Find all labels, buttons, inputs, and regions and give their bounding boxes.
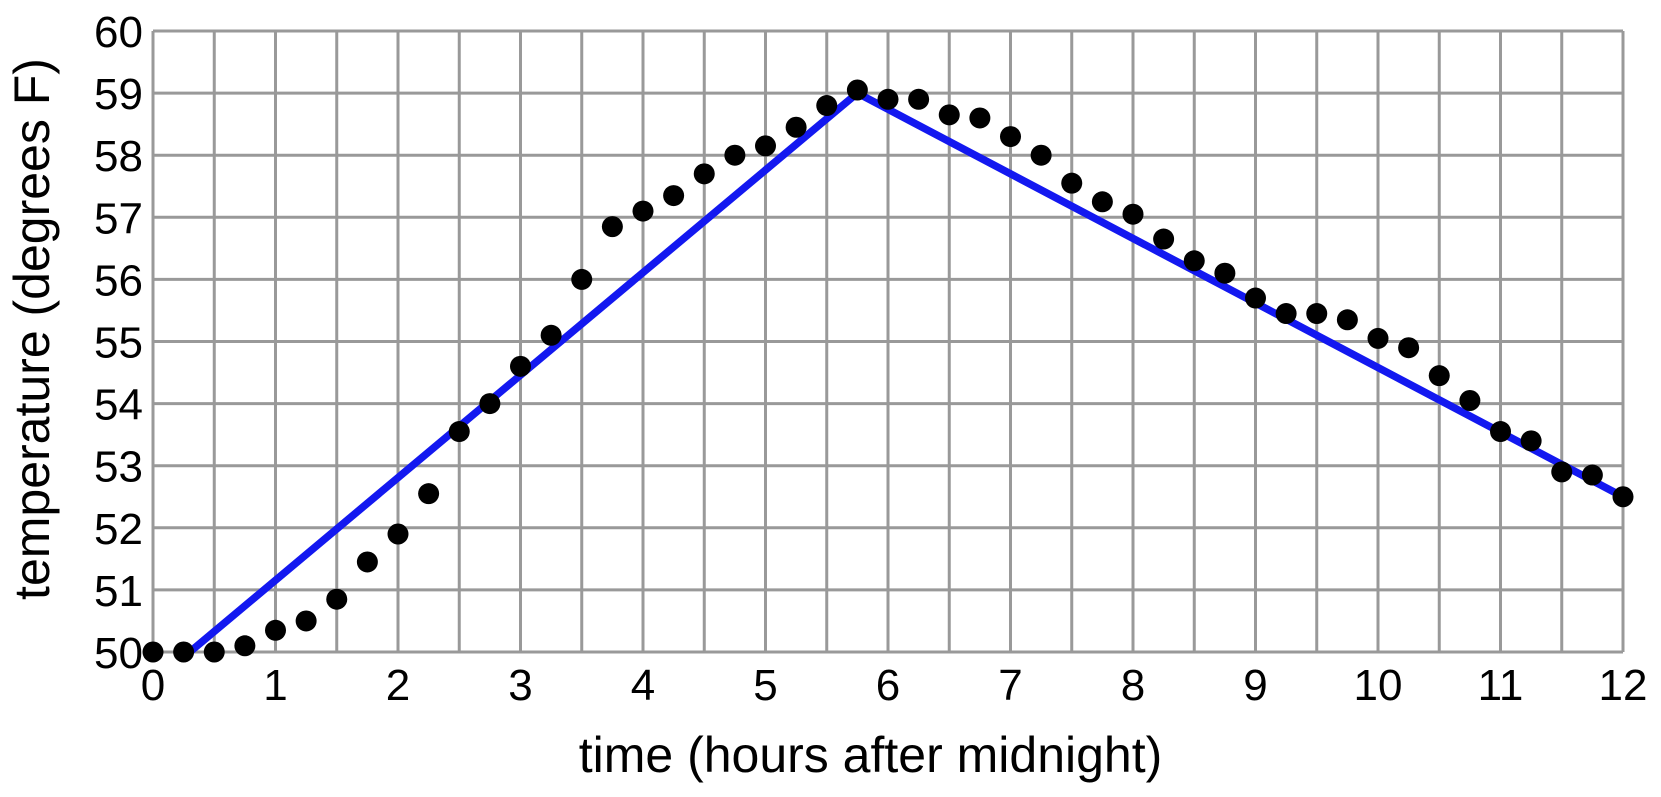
x-tick-label: 6 bbox=[876, 661, 900, 710]
data-point bbox=[724, 144, 746, 166]
x-tick-label: 10 bbox=[1354, 661, 1403, 710]
data-point bbox=[1490, 421, 1511, 443]
data-point bbox=[969, 107, 991, 129]
x-tick-label: 0 bbox=[141, 661, 165, 710]
data-point bbox=[326, 588, 348, 610]
y-tick-label: 58 bbox=[94, 132, 143, 181]
data-point bbox=[479, 393, 501, 415]
data-point bbox=[1214, 262, 1236, 284]
data-point bbox=[1245, 287, 1266, 309]
data-point bbox=[877, 88, 899, 110]
data-point bbox=[601, 216, 623, 238]
data-point bbox=[632, 200, 654, 222]
piecewise-linear-model bbox=[186, 88, 1627, 656]
data-point bbox=[295, 610, 317, 632]
x-tick-label: 4 bbox=[631, 661, 655, 710]
data-point bbox=[356, 551, 378, 573]
x-tick-label: 8 bbox=[1121, 661, 1145, 710]
data-point bbox=[571, 268, 593, 290]
y-axis-title: temperature (degrees F) bbox=[4, 58, 60, 600]
data-point bbox=[234, 635, 256, 657]
data-point bbox=[1183, 250, 1205, 272]
data-point bbox=[1122, 203, 1144, 225]
y-tick-label: 50 bbox=[94, 629, 143, 678]
data-point bbox=[1306, 303, 1328, 325]
data-point bbox=[387, 523, 409, 545]
data-point bbox=[1551, 461, 1573, 483]
data-point bbox=[785, 116, 807, 138]
data-point bbox=[510, 355, 531, 377]
x-tick-label: 2 bbox=[386, 661, 410, 710]
data-point bbox=[1398, 337, 1420, 359]
y-tick-label: 57 bbox=[94, 194, 143, 243]
data-point bbox=[1153, 228, 1175, 250]
y-tick-label: 51 bbox=[94, 567, 143, 616]
data-point bbox=[1367, 327, 1389, 349]
data-point bbox=[1459, 389, 1481, 411]
x-axis-title: time (hours after midnight) bbox=[578, 727, 1163, 783]
data-point bbox=[203, 641, 225, 663]
y-tick-label: 56 bbox=[94, 256, 143, 305]
x-tick-label: 12 bbox=[1599, 661, 1648, 710]
data-point bbox=[1428, 365, 1450, 387]
data-point bbox=[816, 95, 838, 117]
data-point bbox=[846, 79, 868, 101]
data-point bbox=[1000, 126, 1021, 148]
x-tick-label: 9 bbox=[1243, 661, 1267, 710]
x-tick-label: 7 bbox=[998, 661, 1022, 710]
x-tick-label: 3 bbox=[508, 661, 532, 710]
data-point bbox=[663, 185, 685, 207]
data-point bbox=[173, 641, 195, 663]
data-point bbox=[540, 324, 562, 346]
data-point bbox=[418, 483, 440, 505]
data-point bbox=[755, 135, 776, 157]
data-point bbox=[1520, 430, 1542, 452]
y-tick-label: 59 bbox=[94, 70, 143, 119]
data-point bbox=[908, 88, 930, 110]
data-point bbox=[1612, 486, 1634, 508]
data-point bbox=[938, 104, 960, 126]
y-tick-label: 54 bbox=[94, 381, 143, 430]
data-point bbox=[448, 421, 470, 443]
data-point bbox=[693, 163, 715, 185]
x-tick-label: 11 bbox=[1478, 661, 1524, 710]
data-point bbox=[1581, 464, 1603, 486]
data-point bbox=[1030, 144, 1052, 166]
y-tick-label: 55 bbox=[94, 319, 143, 368]
y-tick-label: 53 bbox=[94, 443, 143, 492]
data-point bbox=[142, 641, 164, 663]
data-point bbox=[1091, 191, 1113, 213]
data-point bbox=[1336, 309, 1358, 331]
data-point bbox=[265, 619, 286, 641]
x-tick-label: 1 bbox=[263, 661, 287, 710]
data-point bbox=[1061, 172, 1083, 194]
y-tick-label: 52 bbox=[94, 505, 143, 554]
data-point bbox=[1275, 303, 1297, 325]
y-tick-label: 60 bbox=[94, 8, 143, 57]
x-tick-label: 5 bbox=[753, 661, 777, 710]
